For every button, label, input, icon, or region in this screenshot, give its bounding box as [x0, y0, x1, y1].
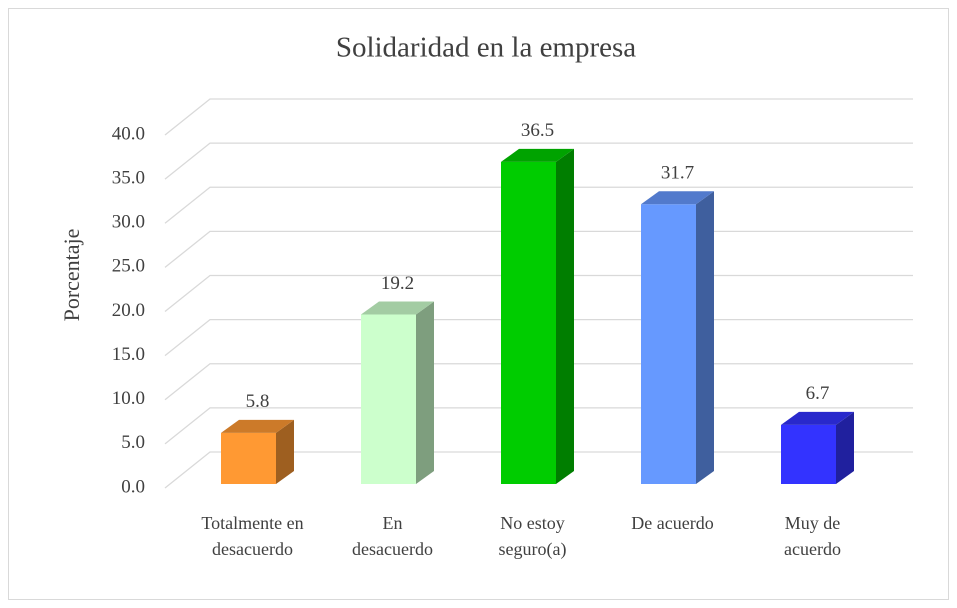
bar: [641, 191, 714, 484]
data-label: 19.2: [381, 273, 414, 294]
y-tick-label: 30.0: [112, 212, 145, 233]
y-tick-label: 10.0: [112, 388, 145, 409]
bar-side: [416, 301, 434, 484]
y-tick-label: 35.0: [112, 167, 145, 188]
bar: [221, 419, 294, 484]
x-tick-label: Muy de acuerdo: [784, 513, 841, 559]
y-tick-label: 5.0: [121, 432, 145, 453]
bar-top: [361, 301, 434, 315]
x-tick-label: Totalmente en desacuerdo: [201, 513, 304, 559]
x-tick-label: De acuerdo: [631, 513, 714, 533]
data-label: 36.5: [521, 120, 554, 141]
grid-line: [164, 98, 913, 136]
bar: [781, 411, 854, 484]
bar-side: [836, 411, 854, 484]
data-label: 6.7: [806, 383, 830, 404]
chart-border: [8, 8, 949, 600]
bar-front: [501, 161, 556, 484]
bar: [501, 148, 574, 484]
data-label: 5.8: [246, 391, 270, 412]
bar-front: [221, 432, 276, 484]
bar-front: [641, 204, 696, 484]
bar-top: [641, 191, 714, 205]
bar: [361, 301, 434, 484]
bar-top: [221, 419, 294, 433]
y-tick-label: 0.0: [121, 476, 145, 497]
bar-top: [501, 148, 574, 162]
chart-title: Solidaridad en la empresa: [336, 32, 636, 64]
x-tick-label: No estoy seguro(a): [498, 513, 567, 559]
grid-line: [164, 186, 913, 224]
y-tick-label: 20.0: [112, 300, 145, 321]
bar-side: [276, 419, 294, 484]
x-tick-label: En desacuerdo: [352, 513, 433, 559]
y-axis-label: Porcentaje: [59, 229, 84, 322]
bar-side: [696, 191, 714, 484]
y-tick-label: 40.0: [112, 123, 145, 144]
grid-line: [164, 142, 913, 180]
y-tick-label: 15.0: [112, 344, 145, 365]
data-label: 31.7: [661, 163, 694, 184]
bar-side: [556, 148, 574, 484]
bar-front: [781, 424, 836, 484]
y-tick-label: 25.0: [112, 256, 145, 277]
bar-top: [781, 411, 854, 425]
bar-front: [361, 314, 416, 484]
